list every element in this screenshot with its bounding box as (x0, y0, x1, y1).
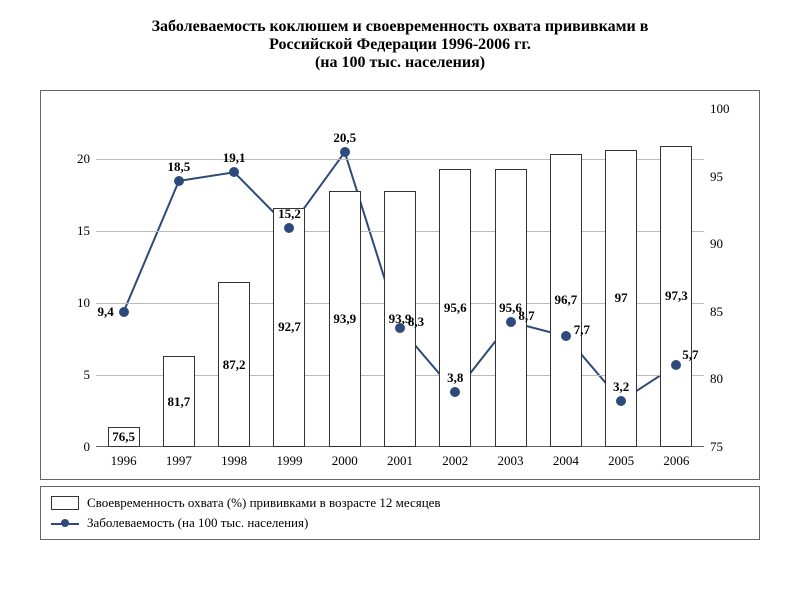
plot-area: 05101520758085909510076,5199681,7199787,… (96, 109, 704, 447)
x-axis-label: 2002 (442, 453, 468, 469)
line-marker (119, 307, 129, 317)
bar-value-label: 97 (615, 290, 628, 306)
y-left-tick: 5 (60, 367, 90, 383)
bar-value-label: 93,9 (333, 311, 356, 327)
line-marker (506, 317, 516, 327)
line-value-label: 3,2 (613, 379, 629, 395)
x-axis-label: 1999 (276, 453, 302, 469)
x-axis-label: 2006 (663, 453, 689, 469)
legend-row-line: Заболеваемость (на 100 тыс. населения) (51, 513, 749, 533)
bar-value-label: 81,7 (168, 394, 191, 410)
bar-value-label: 95,6 (444, 300, 467, 316)
y-left-tick: 0 (60, 439, 90, 455)
line-marker (450, 387, 460, 397)
y-right-tick: 90 (710, 236, 746, 252)
line-marker (561, 331, 571, 341)
line-value-label: 8,7 (518, 308, 534, 324)
y-right-tick: 100 (710, 101, 746, 117)
title-line-3: (на 100 тыс. населения) (40, 54, 760, 72)
bar-value-label: 87,2 (223, 357, 246, 373)
chart-title: Заболеваемость коклюшем и своевременност… (0, 0, 800, 80)
bar-value-label: 97,3 (665, 288, 688, 304)
x-axis-label: 2005 (608, 453, 634, 469)
bar-value-label: 92,7 (278, 319, 301, 335)
y-left-tick: 15 (60, 223, 90, 239)
line-marker (616, 396, 626, 406)
x-axis-label: 2004 (553, 453, 579, 469)
bar-value-label: 96,7 (554, 292, 577, 308)
bar-value-label: 76,5 (112, 429, 135, 445)
x-axis-label: 2003 (498, 453, 524, 469)
line-value-label: 20,5 (333, 130, 356, 146)
line-value-label: 5,7 (682, 347, 698, 363)
line-value-label: 15,2 (278, 206, 301, 222)
line-value-label: 18,5 (168, 159, 191, 175)
y-right-tick: 75 (710, 439, 746, 455)
line-marker (395, 323, 405, 333)
line-value-label: 7,7 (574, 322, 590, 338)
x-axis-label: 2000 (332, 453, 358, 469)
title-line-1: Заболеваемость коклюшем и своевременност… (40, 18, 760, 36)
line-value-label: 3,8 (447, 370, 463, 386)
line-marker (174, 176, 184, 186)
legend-swatch-bar (51, 496, 79, 510)
legend-row-bars: Своевременность охвата (%) прививками в … (51, 493, 749, 513)
x-axis-label: 1998 (221, 453, 247, 469)
y-left-tick: 20 (60, 151, 90, 167)
x-axis-label: 1997 (166, 453, 192, 469)
legend-label-bars: Своевременность охвата (%) прививками в … (87, 495, 441, 511)
line-marker (671, 360, 681, 370)
y-left-tick: 10 (60, 295, 90, 311)
line-value-label: 9,4 (98, 304, 114, 320)
x-axis-label: 2001 (387, 453, 413, 469)
legend-swatch-line (51, 516, 79, 530)
x-axis-label: 1996 (111, 453, 137, 469)
title-line-2: Российской Федерации 1996-2006 гг. (40, 36, 760, 54)
chart-frame: 0 5 10 15 20 75 80 85 90 95 100 76,5 1996 81,7 1997 87,… (40, 90, 760, 480)
line-marker (340, 147, 350, 157)
line-marker (284, 223, 294, 233)
line-marker (229, 167, 239, 177)
y-right-tick: 80 (710, 371, 746, 387)
y-right-tick: 85 (710, 304, 746, 320)
legend: Своевременность охвата (%) прививками в … (40, 486, 760, 540)
legend-label-line: Заболеваемость (на 100 тыс. населения) (87, 515, 308, 531)
y-right-tick: 95 (710, 169, 746, 185)
line-value-label: 19,1 (223, 150, 246, 166)
line-value-label: 8,3 (408, 314, 424, 330)
